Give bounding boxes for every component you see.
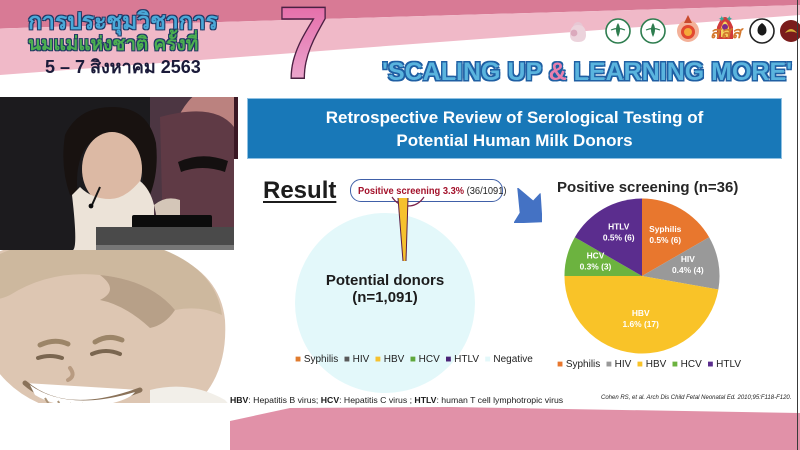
- svg-text:HIV: HIV: [681, 254, 695, 264]
- svg-text:HBV: HBV: [632, 308, 650, 318]
- svg-text:Syphilis: Syphilis: [649, 224, 682, 234]
- svg-text:0.4% (4): 0.4% (4): [672, 265, 704, 275]
- svg-text:0.5% (6): 0.5% (6): [603, 232, 635, 242]
- svg-text:HTLV: HTLV: [608, 221, 630, 231]
- svg-text:HCV: HCV: [587, 251, 605, 261]
- svg-text:1.6% (17): 1.6% (17): [623, 319, 660, 329]
- svg-text:0.5% (6): 0.5% (6): [649, 235, 681, 245]
- svg-text:0.3% (3): 0.3% (3): [580, 262, 612, 272]
